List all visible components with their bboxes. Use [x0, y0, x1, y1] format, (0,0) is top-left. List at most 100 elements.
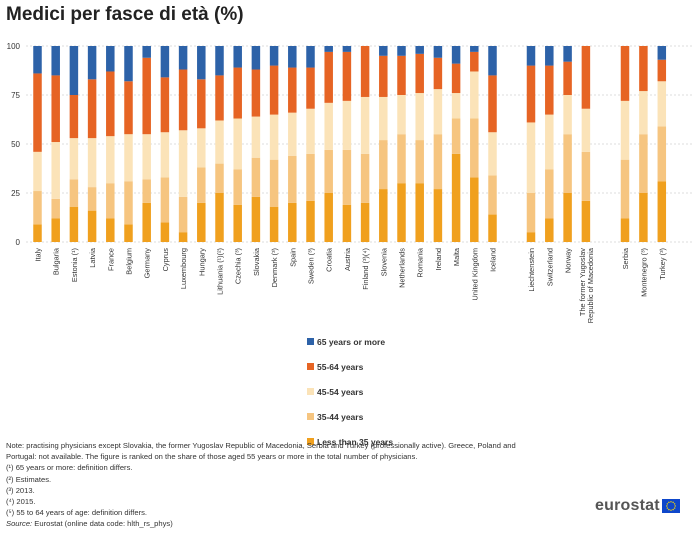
bar-segment: [342, 149, 352, 205]
bar-segment: [545, 114, 554, 170]
bar-segment: [251, 69, 261, 117]
bar-segment: [470, 51, 479, 72]
bar-segment: [415, 183, 424, 242]
bar-segment: [581, 46, 591, 109]
legend-item: 55-64 years: [307, 358, 393, 375]
bar-segment: [178, 46, 188, 70]
x-tick-label: Czechia (³): [234, 248, 243, 284]
bar-segment: [379, 55, 388, 97]
bar-segment: [470, 177, 479, 242]
bar-segment: [33, 191, 42, 225]
x-tick-label: Norway: [564, 248, 573, 273]
bar-segment: [488, 75, 497, 133]
bar-segment: [397, 134, 406, 184]
legend-swatch: [307, 438, 314, 445]
bar-segment: [69, 138, 79, 180]
legend-label: 55-64 years: [317, 361, 364, 372]
flag-star: [673, 507, 676, 509]
bar-segment: [324, 149, 333, 193]
flag-star: [672, 501, 674, 504]
bar-segment: [620, 100, 630, 160]
bar-segment: [415, 53, 424, 94]
x-tick-label: Spain: [288, 248, 297, 267]
x-tick-label: Luxembourg: [179, 248, 188, 289]
bar-segment: [142, 202, 151, 242]
bar-segment: [106, 183, 115, 219]
bar-segment: [124, 224, 133, 242]
bar-segment: [639, 193, 648, 242]
legend-item: Less than 35 years: [307, 433, 393, 450]
bar-segment: [620, 159, 630, 219]
bar-segment: [87, 79, 97, 139]
bars: [33, 46, 667, 242]
legend: 65 years or more 55-64 years 45-54 years 35…: [307, 333, 393, 458]
bar-segment: [178, 196, 188, 233]
bar-segment: [142, 57, 151, 135]
bar-segment: [342, 46, 352, 52]
eurostat-logo: eurostat: [595, 497, 680, 515]
bar-segment: [397, 46, 406, 56]
x-tick-label: Ireland: [434, 248, 443, 271]
bar-segment: [197, 79, 206, 129]
bar-segment: [451, 153, 461, 242]
bar-segment: [324, 193, 333, 242]
note-line: (¹) 65 years or more: definition differs…: [6, 463, 133, 473]
bar-segment: [639, 46, 648, 92]
bar-segment: [488, 175, 497, 215]
bar-segment: [360, 202, 370, 242]
bar-segment: [360, 96, 370, 154]
source-line: Source: Eurostat (online data code: hlth…: [6, 518, 596, 529]
x-tick-label: Hungary: [197, 248, 206, 276]
bar-segment: [124, 134, 133, 182]
bar-segment: [545, 46, 554, 66]
x-tick-label: Croatia: [325, 247, 334, 272]
bar-segment: [563, 61, 572, 95]
bar-segment: [324, 51, 333, 103]
bar-segment: [160, 132, 170, 178]
bar-segment: [379, 96, 388, 141]
bar-segment: [288, 67, 297, 113]
bar-segment: [639, 134, 648, 193]
bar-segment: [563, 46, 572, 62]
bar-segment: [124, 181, 133, 225]
x-tick-label: Bulgaria: [52, 247, 61, 275]
bar-segment: [160, 222, 170, 242]
bar-segment: [397, 55, 406, 95]
flag-star: [674, 505, 676, 507]
legend-label: 45-54 years: [317, 386, 364, 397]
flag-star: [670, 501, 672, 503]
y-tick-label: 50: [11, 140, 20, 149]
bar-segment: [233, 204, 242, 242]
bar-segment: [657, 59, 667, 82]
bar-segment: [215, 163, 224, 193]
bar-segment: [342, 100, 352, 150]
bar-segment: [657, 81, 667, 127]
y-tick-label: 75: [11, 91, 20, 100]
legend-swatch: [307, 338, 314, 345]
bar-segment: [69, 95, 79, 139]
note-line: (⁵) 55 to 64 years of age: definition di…: [6, 508, 148, 518]
bar-segment: [215, 75, 224, 121]
bar-segment: [488, 214, 497, 242]
flag-star: [667, 508, 670, 511]
bar-segment: [563, 134, 572, 193]
x-tick-label: Netherlands: [398, 248, 407, 288]
bar-segment: [87, 46, 97, 80]
bar-segment: [545, 218, 554, 242]
bar-segment: [215, 193, 224, 242]
x-tick-label: Cyprus: [161, 248, 170, 272]
x-tick-label: Romania: [416, 247, 425, 277]
bar-segment: [124, 81, 133, 135]
flag-star: [670, 509, 672, 511]
bar-segment: [451, 93, 461, 119]
y-tick-label: 100: [7, 42, 21, 51]
bar-segment: [306, 200, 315, 242]
bar-segment: [106, 71, 115, 137]
bar-segment: [178, 232, 188, 242]
bar-segment: [269, 114, 279, 160]
bar-segment: [215, 46, 224, 76]
bar-segment: [33, 46, 42, 74]
note-line: Portugal: not available. The figure is r…: [6, 452, 418, 462]
legend-item: 35-44 years: [307, 408, 393, 425]
bar-segment: [288, 112, 297, 156]
